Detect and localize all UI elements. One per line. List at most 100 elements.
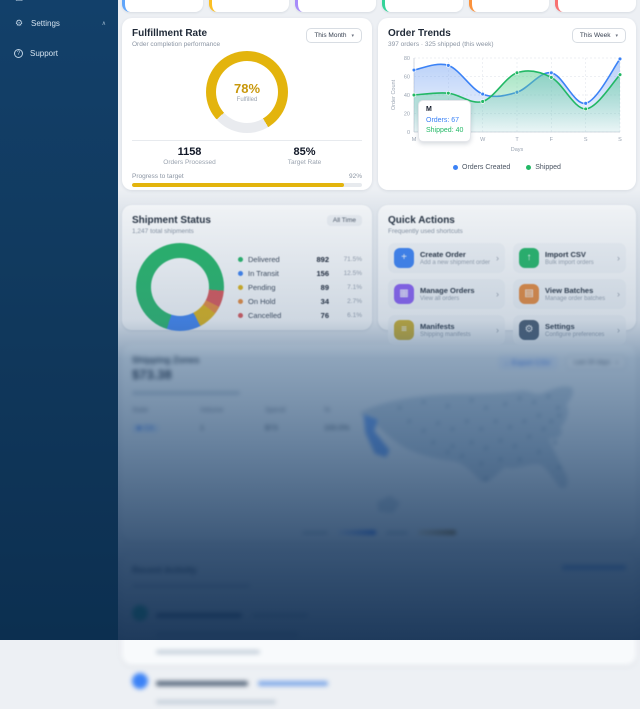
svg-text:W: W <box>480 137 486 143</box>
activity-status-icon <box>132 673 148 689</box>
view-all-link[interactable] <box>562 565 626 570</box>
order-trends-card: Order Trends 397 orders · 325 shipped (t… <box>378 18 636 190</box>
svg-text:40: 40 <box>404 93 410 99</box>
kpi-strip <box>122 0 637 12</box>
period-value: This Week <box>579 32 611 39</box>
activity-item[interactable] <box>132 673 626 709</box>
svg-text:S: S <box>584 137 588 143</box>
gauge-value: 78% <box>233 81 261 96</box>
activity-title <box>156 613 242 618</box>
card-subtitle: Frequently used shortcuts <box>388 228 463 235</box>
shipment-legend-row: Cancelled 76 6.1% <box>238 311 362 320</box>
stat-value: 85% <box>293 146 316 158</box>
chart-tooltip: M Orders: 67 Shipped: 40 <box>418 100 472 142</box>
chevron-right-icon: › <box>617 325 620 335</box>
quick-actions-grid: + Create Order Add a new shipment order › ↑ I… <box>388 243 626 345</box>
sidebar-item-partial[interactable]: ▢ <box>0 0 118 11</box>
chevron-down-icon: ▾ <box>615 32 618 39</box>
quick-action-import-csv[interactable]: ↑ Import CSV Bulk import orders › <box>513 243 626 273</box>
box-icon: ▢ <box>14 0 24 3</box>
quick-action-create-order[interactable]: + Create Order Add a new shipment order › <box>388 243 506 273</box>
period-select[interactable]: This Month ▾ <box>306 28 362 43</box>
legend-label <box>386 530 408 535</box>
activity-line <box>156 700 276 704</box>
activity-title <box>156 681 248 686</box>
tooltip-title: M <box>426 106 432 113</box>
orders-icon: ▦ <box>394 284 414 304</box>
zones-caption <box>132 391 240 395</box>
svg-text:80: 80 <box>404 56 410 62</box>
legend-dot <box>238 284 243 290</box>
activity-line <box>156 650 260 654</box>
card-subtitle: Order completion performance <box>132 41 221 48</box>
svg-text:S: S <box>618 137 622 143</box>
legend-item: Shipped <box>526 164 561 171</box>
quick-action-manifests[interactable]: ≡ Manifests Shipping manifests › <box>388 315 506 345</box>
us-map <box>342 379 630 527</box>
zones-amount: $73.38 <box>132 367 172 382</box>
quick-action-settings[interactable]: ⚙ Settings Configure preferences › <box>513 315 626 345</box>
quick-action-view-batches[interactable]: ▤ View Batches Manage order batches › <box>513 279 626 309</box>
card-title: Fulfillment Rate <box>132 28 208 39</box>
legend-dot <box>238 256 243 262</box>
volume-gradient-bar <box>338 530 376 535</box>
export-csv-button[interactable]: ↓ Export CSV <box>497 355 558 370</box>
progress-label: Progress to target <box>132 173 184 180</box>
shipment-legend-row: Pending 89 7.1% <box>238 283 362 292</box>
activity-status-icon <box>132 605 148 621</box>
chart-legend: Orders Created Shipped <box>388 164 626 171</box>
fulfillment-gauge: 78% Fulfilled <box>206 51 288 133</box>
chevron-right-icon: › <box>617 253 620 263</box>
column-header: Volume <box>200 407 224 414</box>
sidebar: ▢ ⚙ Settings ∧ ? Support <box>0 0 118 640</box>
plus-icon: + <box>394 248 414 268</box>
stat-label: Orders Processed <box>163 159 216 166</box>
column-header: State <box>132 407 149 414</box>
svg-text:M: M <box>412 137 417 143</box>
fulfillment-stats: 1158 Orders Processed 85% Target Rate <box>132 146 362 166</box>
chevron-up-icon: ∧ <box>101 21 106 27</box>
kpi-card <box>382 0 463 12</box>
chevron-right-icon: › <box>496 289 500 299</box>
shipment-legend-row: Delivered 892 71.5% <box>238 255 362 264</box>
main-content: Fulfillment Rate Order completion perfor… <box>118 0 640 704</box>
map-legend <box>122 530 636 535</box>
time-range-badge: All Time <box>326 215 362 226</box>
period-select[interactable]: Last 30 days ▾ <box>565 355 626 370</box>
help-icon: ? <box>14 49 23 58</box>
svg-text:0: 0 <box>407 130 410 136</box>
card-title: Shipment Status <box>132 215 211 226</box>
quick-actions-card: Quick Actions Frequently used shortcuts … <box>378 205 636 345</box>
period-select[interactable]: This Week ▾ <box>571 28 626 43</box>
shipment-legend-row: In Transit 156 12.5% <box>238 269 362 278</box>
download-icon: ↓ <box>504 358 509 367</box>
chevron-right-icon: › <box>496 325 500 335</box>
gear-icon: ⚙ <box>14 18 24 28</box>
card-title: Recent Activity <box>132 565 197 575</box>
svg-text:Order Count: Order Count <box>391 79 397 110</box>
activity-caption <box>132 584 250 588</box>
export-label: Export CSV <box>511 358 551 367</box>
shipment-donut-chart <box>136 243 224 331</box>
shipping-zones-card: Shipping Zones $73.38 ↓ Export CSV Last … <box>122 345 636 541</box>
svg-text:60: 60 <box>404 75 410 81</box>
card-title: Order Trends <box>388 28 451 39</box>
kpi-card <box>295 0 377 12</box>
kpi-card <box>122 0 203 12</box>
shipment-legend-row: On Hold 34 2.7% <box>238 297 362 306</box>
sidebar-item-support[interactable]: ? Support <box>0 41 118 66</box>
tooltip-orders: Orders: 67 <box>426 116 460 124</box>
activity-line <box>156 632 298 636</box>
divider <box>132 140 362 141</box>
column-header: Spend <box>265 407 286 414</box>
legend-dot <box>238 298 243 304</box>
stat-value: 1158 <box>177 146 202 158</box>
gauge-label: Fulfilled <box>236 97 258 103</box>
quick-action-manage-orders[interactable]: ▦ Manage Orders View all orders › <box>388 279 506 309</box>
sidebar-item-label: Support <box>30 49 59 58</box>
activity-meta <box>252 613 309 618</box>
us-map-svg <box>359 385 574 514</box>
sidebar-item-settings[interactable]: ⚙ Settings ∧ <box>0 10 118 37</box>
chevron-down-icon: ▾ <box>351 32 354 39</box>
activity-item[interactable] <box>132 605 626 659</box>
